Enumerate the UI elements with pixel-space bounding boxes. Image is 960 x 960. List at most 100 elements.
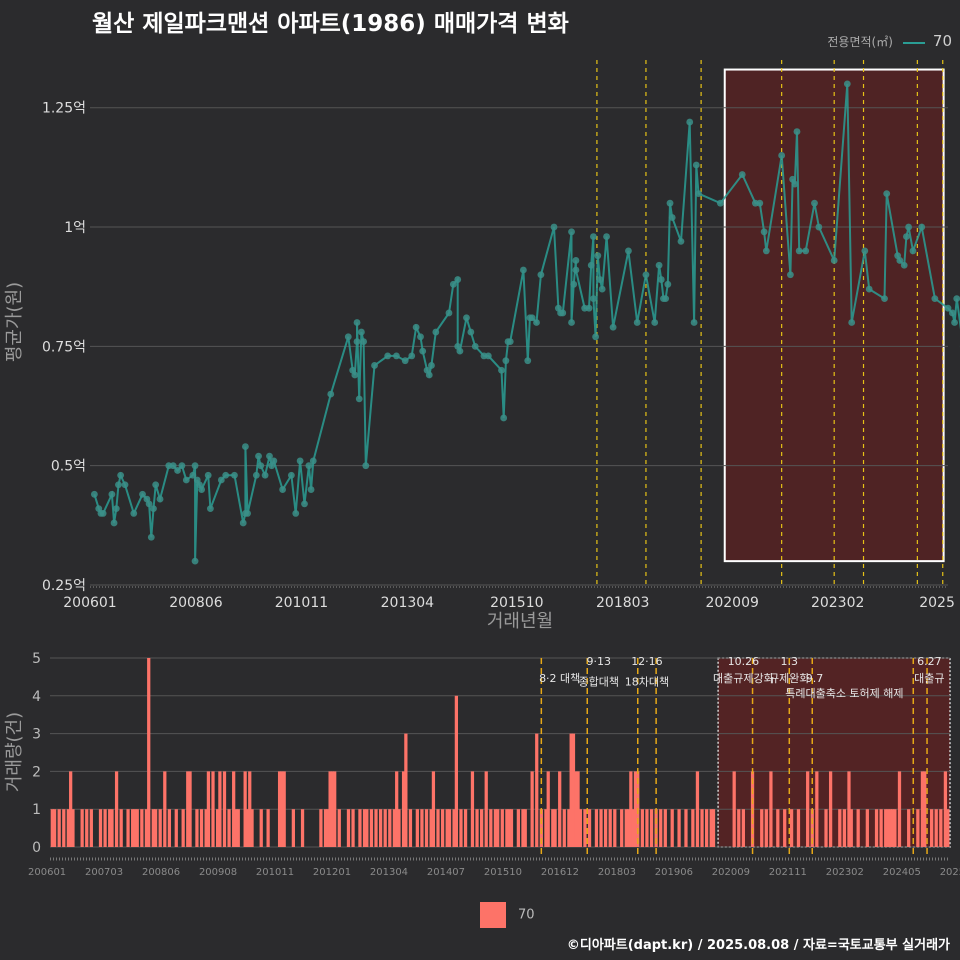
volume-highlight-box xyxy=(717,657,951,848)
price-data-point xyxy=(931,295,939,303)
volume-bar xyxy=(649,809,654,847)
volume-bar xyxy=(705,809,709,847)
price-data-point xyxy=(191,557,199,565)
volume-bar xyxy=(206,771,211,847)
price-data-point xyxy=(130,510,138,517)
volume-bar xyxy=(523,809,527,847)
price-data-point xyxy=(592,333,600,341)
price-data-point xyxy=(762,247,770,255)
price-data-point xyxy=(261,471,269,479)
price-data-point xyxy=(585,304,593,312)
volume-bar xyxy=(280,771,284,847)
volume-x-tick-label: 201011 xyxy=(256,867,294,878)
volume-bar xyxy=(505,809,509,847)
volume-bar xyxy=(374,809,378,847)
price-data-point xyxy=(384,352,392,360)
volume-annotation: 대출규제강화 xyxy=(713,672,774,685)
price-data-point xyxy=(793,128,801,135)
price-data-point xyxy=(112,505,120,513)
volume-bar xyxy=(709,809,713,847)
volume-bar xyxy=(248,771,252,847)
price-data-point xyxy=(815,223,823,231)
volume-bar xyxy=(420,809,424,847)
volume-bar xyxy=(796,809,801,847)
volume-bar xyxy=(493,809,498,847)
volume-bar xyxy=(489,809,493,847)
price-data-point xyxy=(393,352,400,360)
volume-bar xyxy=(454,695,459,847)
price-x-tick-label: 200806 xyxy=(169,595,223,611)
price-data-point xyxy=(239,519,247,527)
volume-bar xyxy=(521,809,525,847)
volume-x-tick-label: 202111 xyxy=(769,867,807,878)
volume-y-tick-label: 1 xyxy=(32,802,41,818)
price-data-point xyxy=(881,295,888,303)
price-data-point xyxy=(666,199,674,207)
price-x-tick-label: 201803 xyxy=(596,595,649,611)
volume-bar xyxy=(659,809,663,847)
volume-bar xyxy=(89,809,93,847)
volume-bar xyxy=(369,809,374,847)
price-data-point xyxy=(182,476,190,484)
volume-bar xyxy=(153,809,158,847)
price-data-point xyxy=(198,486,206,493)
price-y-tick-label: 1억 xyxy=(64,220,86,236)
price-data-point xyxy=(360,338,367,345)
volume-bar xyxy=(594,809,599,847)
price-data-point xyxy=(432,328,440,336)
volume-x-tick-label: 200703 xyxy=(85,867,123,878)
volume-bar xyxy=(916,809,920,847)
price-data-point xyxy=(445,309,453,317)
price-data-point xyxy=(662,295,670,303)
volume-bar xyxy=(108,809,112,847)
volume-bar xyxy=(291,809,295,847)
price-data-point xyxy=(408,352,416,360)
volume-bar xyxy=(574,771,578,847)
volume-bar xyxy=(211,771,215,847)
price-y-tick-label: 0.5억 xyxy=(51,459,86,475)
volume-bar xyxy=(783,809,787,847)
volume-bar xyxy=(824,809,828,847)
volume-bar xyxy=(71,809,75,847)
volume-annotation: 특례대출축소 토허제 해제 xyxy=(785,686,903,700)
volume-bar xyxy=(847,771,851,847)
volume-bar xyxy=(158,809,162,847)
volume-bar xyxy=(608,809,612,847)
volume-bar xyxy=(567,809,571,847)
price-data-point xyxy=(484,352,492,360)
volume-bar xyxy=(884,809,888,847)
volume-bar xyxy=(640,809,644,847)
price-data-point xyxy=(178,462,186,470)
price-data-point xyxy=(169,462,177,470)
price-data-point xyxy=(358,328,365,336)
volume-annotation: 10.26 xyxy=(728,655,760,668)
volume-bar xyxy=(440,809,445,847)
volume-bar xyxy=(131,809,135,847)
volume-bar xyxy=(946,809,950,847)
volume-bar xyxy=(923,771,927,847)
price-data-point xyxy=(830,257,838,264)
volume-bar xyxy=(188,771,192,847)
volume-bar xyxy=(195,809,199,847)
volume-bar xyxy=(222,771,227,847)
volume-bar xyxy=(401,771,406,847)
price-data-point xyxy=(896,257,904,264)
volume-bar xyxy=(232,771,236,847)
volume-bar xyxy=(452,809,456,847)
price-data-point xyxy=(778,152,786,159)
volume-bar xyxy=(934,809,938,847)
volume-bar xyxy=(509,809,514,847)
volume-x-tick-label: 201510 xyxy=(484,867,522,878)
volume-bar xyxy=(571,733,576,847)
volume-bar xyxy=(496,809,500,847)
volume-bar xyxy=(326,809,330,847)
volume-bar xyxy=(236,809,240,847)
volume-bar xyxy=(776,809,780,847)
volume-bar xyxy=(358,809,362,847)
volume-y-tick-label: 2 xyxy=(32,764,41,780)
price-data-point xyxy=(371,362,378,369)
price-legend: 전용면적(㎡) 70 xyxy=(827,32,952,50)
price-data-point xyxy=(738,171,746,178)
price-data-point xyxy=(903,233,910,240)
price-data-point xyxy=(99,510,107,517)
